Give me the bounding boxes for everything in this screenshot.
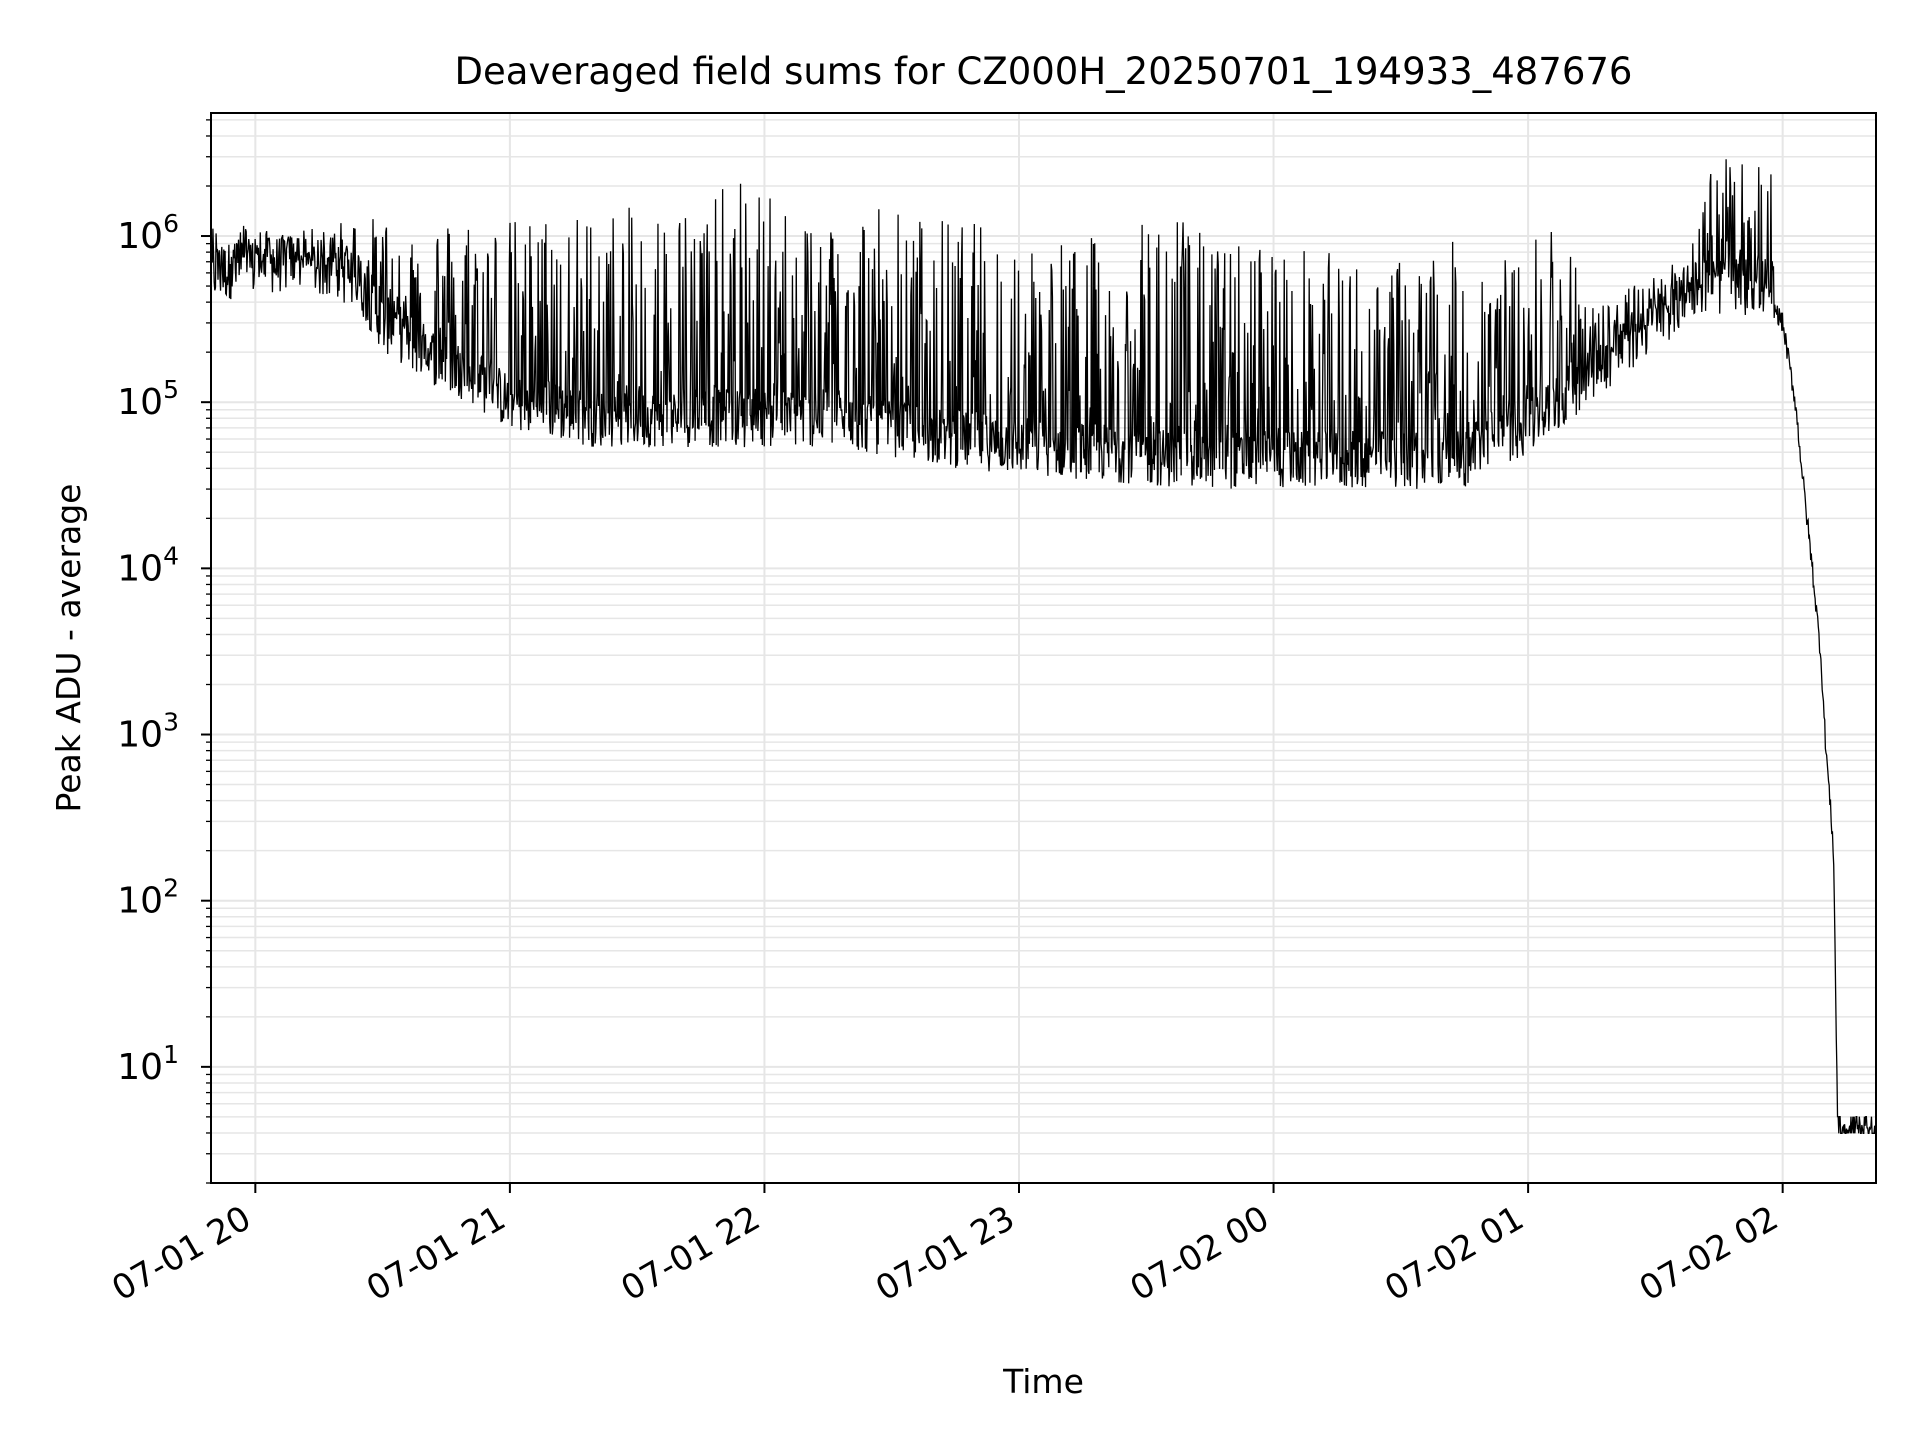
plot-frame xyxy=(210,112,1877,1184)
x-axis-label: Time xyxy=(1002,1362,1084,1401)
data-layer xyxy=(210,159,1876,1134)
y-tick-label: 101 xyxy=(117,1040,179,1088)
y-tick-label: 106 xyxy=(117,209,179,257)
chart-title: Deaveraged field sums for CZ000H_2025070… xyxy=(455,50,1633,93)
y-tick-label: 104 xyxy=(117,541,179,589)
grid-layer xyxy=(211,113,1876,1184)
y-axis-label: Peak ADU - average xyxy=(49,484,88,813)
y-tick-label: 105 xyxy=(117,375,179,423)
y-tick-label: 103 xyxy=(117,708,179,756)
series-line xyxy=(210,159,1876,1134)
y-tick-label: 102 xyxy=(117,874,179,922)
